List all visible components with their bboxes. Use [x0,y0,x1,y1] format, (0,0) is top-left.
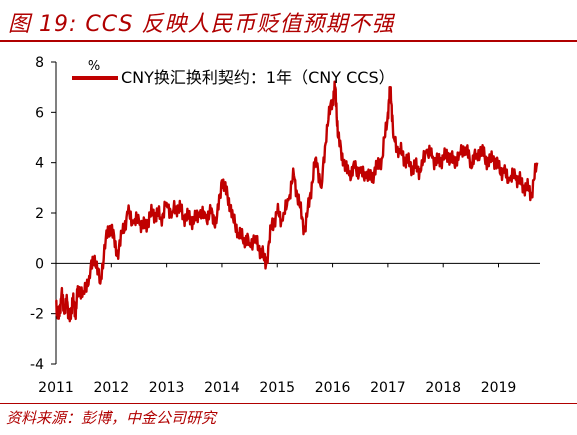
y-tick-label: -2 [30,307,44,323]
chart-ticks: -4 -2 0 2 4 6 8 2011 2012 2013 2014 2015 2016 2017 201… [30,55,516,396]
x-tick-label: 2014 [204,380,240,396]
x-tick-label: 2015 [259,380,295,396]
source-rule [0,403,577,404]
x-tick-label: 2013 [149,380,185,396]
y-tick-label: 8 [35,55,44,71]
x-tick-label: 2018 [425,380,461,396]
x-tick-label: 2019 [481,380,517,396]
y-tick-label: 6 [35,105,44,121]
x-tick-label: 2016 [315,380,351,396]
x-tick-label: 2012 [93,380,129,396]
chart-series [55,80,539,323]
source-note: 资料来源：彭博，中金公司研究 [6,409,217,427]
legend-label: CNY换汇换利契约：1年（CNY CCS） [121,68,395,87]
chart-legend: % CNY换汇换利契约：1年（CNY CCS） [72,59,395,87]
figure-title: 图 19: CCS 反映人民币贬值预期不强 [8,12,395,37]
x-tick-label: 2017 [370,380,406,396]
series-line [55,80,539,323]
y-tick-label: -4 [30,357,44,373]
y-tick-label: 2 [35,206,44,222]
x-tick-label: 2011 [38,380,74,396]
y-tick-label: 4 [35,156,44,172]
y-tick-label: 0 [35,256,44,272]
title-rule [0,40,577,42]
chart-svg: -4 -2 0 2 4 6 8 2011 2012 2013 2014 2015 2016 2017 201… [30,55,540,396]
unit-label: % [88,59,100,74]
